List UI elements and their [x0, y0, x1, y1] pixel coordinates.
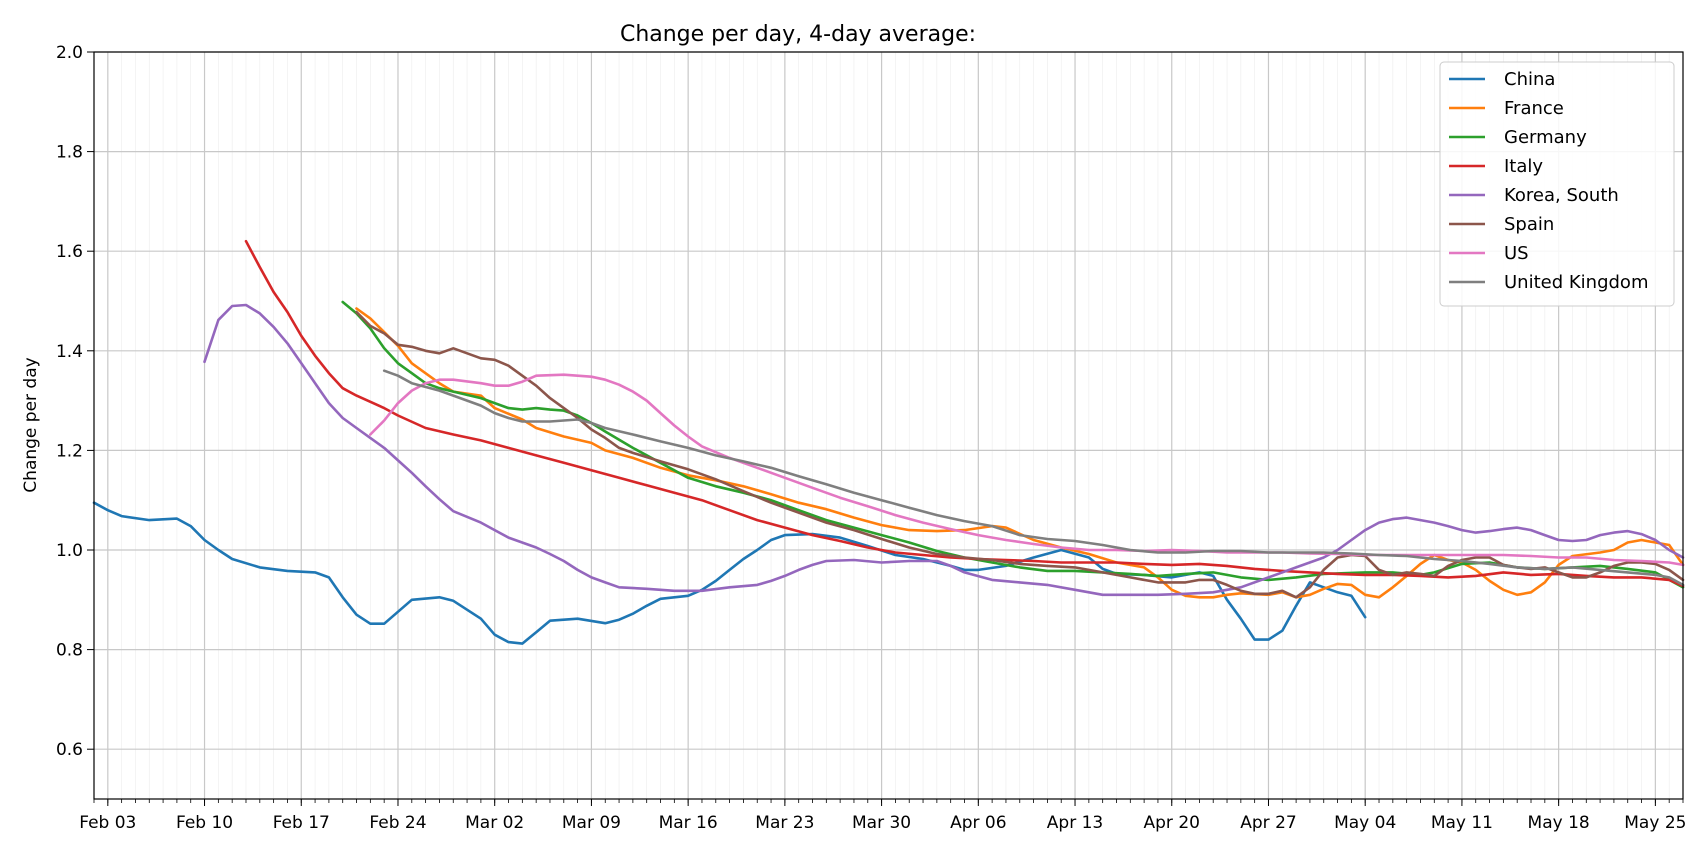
x-tick-label: Mar 30 [852, 813, 911, 833]
x-tick-label: Apr 27 [1240, 813, 1296, 833]
legend-label: Korea, South [1504, 185, 1619, 206]
series-line-china [92, 501, 1367, 645]
y-tick-label: 0.8 [56, 641, 83, 661]
chart-title: Change per day, 4-day average: [620, 22, 976, 47]
x-tick-label: May 11 [1431, 813, 1493, 833]
x-tick-label: Apr 06 [950, 813, 1006, 833]
legend-label: United Kingdom [1504, 272, 1648, 293]
y-axis: 0.6 0.8 1.0 1.2 1.4 1.6 1.8 2.0 [56, 43, 94, 760]
plot-frame [93, 51, 1684, 800]
legend-label: US [1504, 243, 1529, 264]
x-tick-label: Mar 16 [659, 813, 718, 833]
legend-label: Italy [1504, 156, 1543, 177]
x-tick-label: Mar 09 [562, 813, 621, 833]
y-tick-label: 1.4 [56, 342, 83, 362]
x-tick-label: May 04 [1334, 813, 1396, 833]
y-axis-label: Change per day [21, 357, 41, 492]
x-tick-label: Feb 10 [176, 813, 233, 833]
x-tick-label: Apr 20 [1144, 813, 1200, 833]
y-tick-label: 1.6 [56, 242, 83, 262]
y-tick-label: 1.0 [56, 541, 83, 561]
x-tick-label: May 25 [1624, 813, 1686, 833]
x-tick-label: Apr 13 [1047, 813, 1103, 833]
series-line-korea-south [203, 303, 1685, 597]
x-tick-label: Feb 03 [79, 813, 136, 833]
x-tick-label: Feb 24 [369, 813, 426, 833]
x-tick-label: Feb 17 [273, 813, 330, 833]
y-tick-label: 0.6 [56, 740, 83, 760]
legend-label: France [1504, 98, 1564, 119]
y-tick-label: 2.0 [56, 43, 83, 63]
y-tick-label: 1.2 [56, 441, 83, 461]
legend-label: China [1504, 69, 1555, 90]
legend-label: Germany [1504, 127, 1587, 148]
legend-box [1439, 61, 1675, 307]
series-line-united-kingdom [382, 369, 1685, 587]
y-tick-label: 1.8 [56, 143, 83, 163]
x-axis: Feb 03 Feb 10 Feb 17 Feb 24 Mar 02 Mar 09 Mar … [79, 799, 1686, 833]
x-tick-label: May 18 [1528, 813, 1590, 833]
series-line-us [368, 373, 1685, 567]
x-tick-label: Mar 02 [465, 813, 524, 833]
x-tick-label: Mar 23 [755, 813, 814, 833]
legend-label: Spain [1504, 214, 1554, 235]
series-layer [92, 239, 1685, 645]
legend: China France Germany Italy Korea, South Spain… [1439, 61, 1675, 307]
